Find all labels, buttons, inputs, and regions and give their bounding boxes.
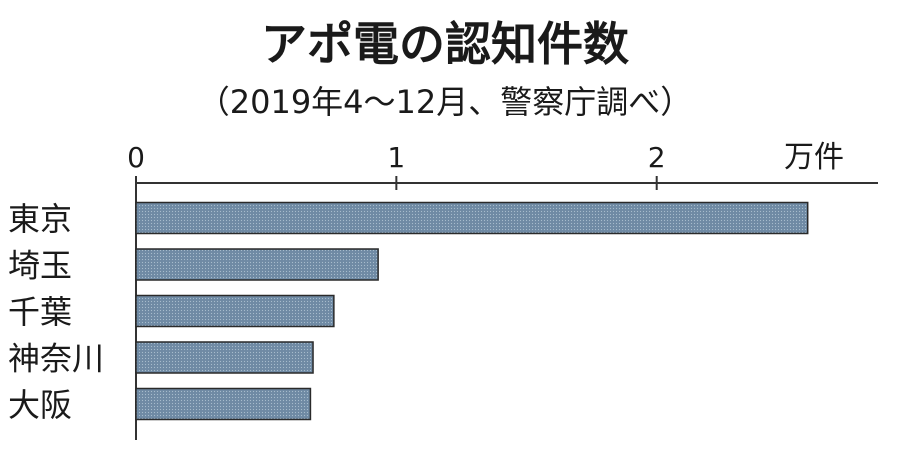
category-label: 大阪: [8, 386, 72, 424]
chart-title: アポ電の認知件数: [261, 17, 629, 71]
category-label: 東京: [8, 200, 72, 238]
bar: [135, 387, 312, 421]
x-tick-label: 0: [127, 141, 145, 174]
category-label: 千葉: [8, 293, 72, 331]
bars: [135, 201, 809, 421]
bar: [135, 201, 809, 235]
x-tick-label: 1: [387, 141, 405, 174]
category-label: 神奈川: [8, 340, 104, 378]
bar: [135, 294, 335, 328]
x-tick-label: 2: [648, 141, 666, 174]
x-ticks: 0 1 2: [127, 141, 666, 190]
bar: [135, 248, 379, 281]
category-label: 埼玉: [8, 247, 72, 285]
bar: [135, 341, 314, 374]
chart-subtitle: （2019年4～12月、警察庁調べ）: [198, 83, 693, 121]
unit-label: 万件: [784, 140, 844, 175]
